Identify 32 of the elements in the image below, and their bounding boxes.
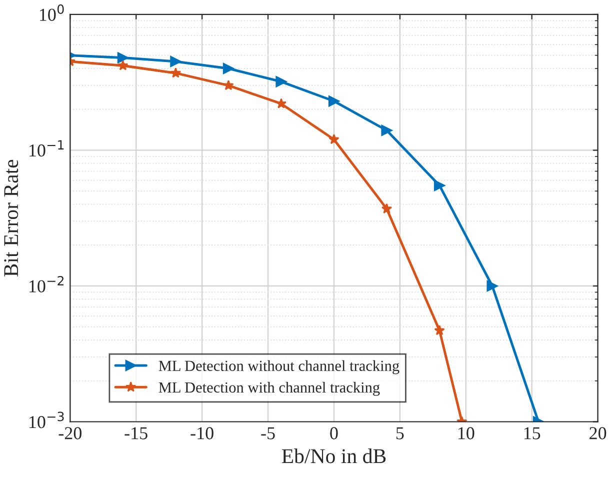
point	[118, 60, 128, 70]
y-axis-title: Bit Error Rate	[4, 160, 18, 277]
x-tick-label: -10	[190, 427, 214, 440]
point	[486, 280, 498, 292]
x-tick-label: -20	[58, 427, 82, 440]
x-tick-label: 20	[590, 427, 606, 440]
point	[170, 68, 181, 78]
y-tick-label: 10$^{0}$	[40, 4, 64, 21]
point	[223, 80, 234, 90]
point	[381, 203, 392, 214]
legend-label: ML Detection with channel tracking	[158, 382, 380, 396]
legend-label: ML Detection without channel tracking	[158, 360, 400, 374]
point	[222, 62, 234, 74]
x-tick-label: -5	[261, 427, 275, 440]
point	[328, 96, 340, 107]
y-tick-label: 10$^{−3}$	[30, 412, 64, 428]
point	[381, 124, 392, 136]
x-tick-label: 15	[524, 427, 540, 440]
point	[434, 324, 445, 336]
point	[170, 56, 182, 68]
y-tick-label: 10$^{−2}$	[30, 276, 64, 292]
x-tick-label: 10	[458, 427, 474, 440]
x-tick-label: -15	[124, 427, 148, 440]
x-tick-label: 0	[330, 427, 338, 440]
y-tick-label: 10$^{−1}$	[30, 140, 64, 157]
x-axis-title: Eb/No in dB	[282, 448, 386, 464]
point	[117, 52, 128, 64]
point	[276, 76, 287, 88]
x-tick-label: 5	[396, 427, 404, 440]
point	[276, 98, 287, 108]
point	[434, 180, 446, 192]
point	[328, 134, 340, 144]
